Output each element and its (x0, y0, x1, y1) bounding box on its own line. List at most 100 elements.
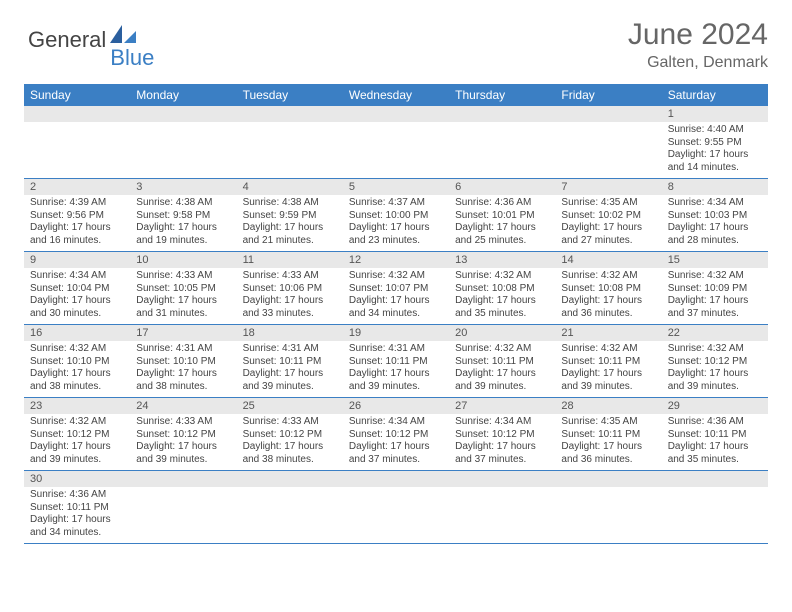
weekday-header: Monday (130, 84, 236, 106)
sunrise-text: Sunrise: 4:33 AM (243, 416, 337, 429)
sunrise-text: Sunrise: 4:32 AM (30, 416, 124, 429)
day-number (662, 471, 768, 488)
day-info: Sunrise: 4:32 AMSunset: 10:07 PMDaylight… (343, 268, 449, 325)
sunset-text: Sunset: 10:10 PM (136, 356, 230, 369)
sunrise-text: Sunrise: 4:34 AM (668, 197, 762, 210)
sunrise-text: Sunrise: 4:32 AM (455, 343, 549, 356)
daylight-text: Daylight: 17 hours and 38 minutes. (243, 441, 337, 466)
sunrise-text: Sunrise: 4:36 AM (668, 416, 762, 429)
day-info: Sunrise: 4:32 AMSunset: 10:11 PMDaylight… (449, 341, 555, 398)
day-info: Sunrise: 4:36 AMSunset: 10:01 PMDaylight… (449, 195, 555, 252)
sunset-text: Sunset: 10:03 PM (668, 210, 762, 223)
day-info-row: Sunrise: 4:39 AMSunset: 9:56 PMDaylight:… (24, 195, 768, 252)
daylight-text: Daylight: 17 hours and 35 minutes. (455, 295, 549, 320)
daylight-text: Daylight: 17 hours and 39 minutes. (30, 441, 124, 466)
day-number (24, 106, 130, 122)
sunrise-text: Sunrise: 4:32 AM (668, 270, 762, 283)
day-number: 13 (449, 252, 555, 269)
sunrise-text: Sunrise: 4:33 AM (243, 270, 337, 283)
day-number: 10 (130, 252, 236, 269)
day-info: Sunrise: 4:33 AMSunset: 10:06 PMDaylight… (237, 268, 343, 325)
sunrise-text: Sunrise: 4:32 AM (349, 270, 443, 283)
daylight-text: Daylight: 17 hours and 39 minutes. (243, 368, 337, 393)
day-info: Sunrise: 4:35 AMSunset: 10:02 PMDaylight… (555, 195, 661, 252)
day-info: Sunrise: 4:38 AMSunset: 9:59 PMDaylight:… (237, 195, 343, 252)
day-number (449, 106, 555, 122)
sunset-text: Sunset: 10:10 PM (30, 356, 124, 369)
brand-part1: General (28, 27, 106, 53)
day-info (237, 122, 343, 179)
day-number: 21 (555, 325, 661, 342)
sunset-text: Sunset: 10:11 PM (30, 502, 124, 515)
day-info-row: Sunrise: 4:40 AMSunset: 9:55 PMDaylight:… (24, 122, 768, 179)
weekday-header: Sunday (24, 84, 130, 106)
sunrise-text: Sunrise: 4:38 AM (243, 197, 337, 210)
sunset-text: Sunset: 9:59 PM (243, 210, 337, 223)
day-info: Sunrise: 4:35 AMSunset: 10:11 PMDaylight… (555, 414, 661, 471)
sunset-text: Sunset: 10:07 PM (349, 283, 443, 296)
day-number (343, 106, 449, 122)
day-number: 9 (24, 252, 130, 269)
daylight-text: Daylight: 17 hours and 38 minutes. (136, 368, 230, 393)
day-number: 28 (555, 398, 661, 415)
day-number: 24 (130, 398, 236, 415)
sunset-text: Sunset: 9:56 PM (30, 210, 124, 223)
day-info: Sunrise: 4:34 AMSunset: 10:03 PMDaylight… (662, 195, 768, 252)
sunrise-text: Sunrise: 4:32 AM (561, 270, 655, 283)
daylight-text: Daylight: 17 hours and 39 minutes. (349, 368, 443, 393)
daylight-text: Daylight: 17 hours and 39 minutes. (455, 368, 549, 393)
day-info: Sunrise: 4:39 AMSunset: 9:56 PMDaylight:… (24, 195, 130, 252)
weekday-header: Friday (555, 84, 661, 106)
day-info: Sunrise: 4:32 AMSunset: 10:12 PMDaylight… (24, 414, 130, 471)
day-number: 12 (343, 252, 449, 269)
daylight-text: Daylight: 17 hours and 37 minutes. (668, 295, 762, 320)
day-info (662, 487, 768, 544)
day-number (237, 471, 343, 488)
daylight-text: Daylight: 17 hours and 39 minutes. (136, 441, 230, 466)
sunrise-text: Sunrise: 4:35 AM (561, 197, 655, 210)
day-info (130, 122, 236, 179)
sunset-text: Sunset: 10:12 PM (30, 429, 124, 442)
day-info: Sunrise: 4:38 AMSunset: 9:58 PMDaylight:… (130, 195, 236, 252)
sunrise-text: Sunrise: 4:31 AM (243, 343, 337, 356)
day-info: Sunrise: 4:33 AMSunset: 10:12 PMDaylight… (237, 414, 343, 471)
day-number (130, 106, 236, 122)
day-number: 26 (343, 398, 449, 415)
daylight-text: Daylight: 17 hours and 27 minutes. (561, 222, 655, 247)
sunset-text: Sunset: 10:08 PM (455, 283, 549, 296)
brand-logo: General Blue (28, 18, 160, 62)
daylight-text: Daylight: 17 hours and 33 minutes. (243, 295, 337, 320)
location-text: Galten, Denmark (628, 54, 768, 72)
sunrise-text: Sunrise: 4:32 AM (561, 343, 655, 356)
sunset-text: Sunset: 10:05 PM (136, 283, 230, 296)
page-header: General Blue June 2024 Galten, Denmark (0, 0, 792, 80)
day-number (555, 471, 661, 488)
sunrise-text: Sunrise: 4:38 AM (136, 197, 230, 210)
day-number-row: 30 (24, 471, 768, 488)
day-info: Sunrise: 4:33 AMSunset: 10:05 PMDaylight… (130, 268, 236, 325)
day-number-row: 23242526272829 (24, 398, 768, 415)
day-number: 15 (662, 252, 768, 269)
sunrise-text: Sunrise: 4:34 AM (455, 416, 549, 429)
day-info (343, 122, 449, 179)
day-number: 7 (555, 179, 661, 196)
day-info: Sunrise: 4:32 AMSunset: 10:08 PMDaylight… (555, 268, 661, 325)
day-info (555, 122, 661, 179)
day-info (449, 487, 555, 544)
sunset-text: Sunset: 10:11 PM (668, 429, 762, 442)
day-info-row: Sunrise: 4:36 AMSunset: 10:11 PMDaylight… (24, 487, 768, 544)
day-info: Sunrise: 4:31 AMSunset: 10:10 PMDaylight… (130, 341, 236, 398)
sunset-text: Sunset: 10:11 PM (349, 356, 443, 369)
sunrise-text: Sunrise: 4:33 AM (136, 270, 230, 283)
sunrise-text: Sunrise: 4:35 AM (561, 416, 655, 429)
daylight-text: Daylight: 17 hours and 37 minutes. (455, 441, 549, 466)
day-number: 6 (449, 179, 555, 196)
sunset-text: Sunset: 10:11 PM (243, 356, 337, 369)
sunrise-text: Sunrise: 4:36 AM (30, 489, 124, 502)
day-info: Sunrise: 4:34 AMSunset: 10:04 PMDaylight… (24, 268, 130, 325)
day-info: Sunrise: 4:31 AMSunset: 10:11 PMDaylight… (237, 341, 343, 398)
day-info: Sunrise: 4:36 AMSunset: 10:11 PMDaylight… (24, 487, 130, 544)
day-number: 19 (343, 325, 449, 342)
day-info-row: Sunrise: 4:32 AMSunset: 10:12 PMDaylight… (24, 414, 768, 471)
brand-part2: Blue (110, 45, 154, 71)
